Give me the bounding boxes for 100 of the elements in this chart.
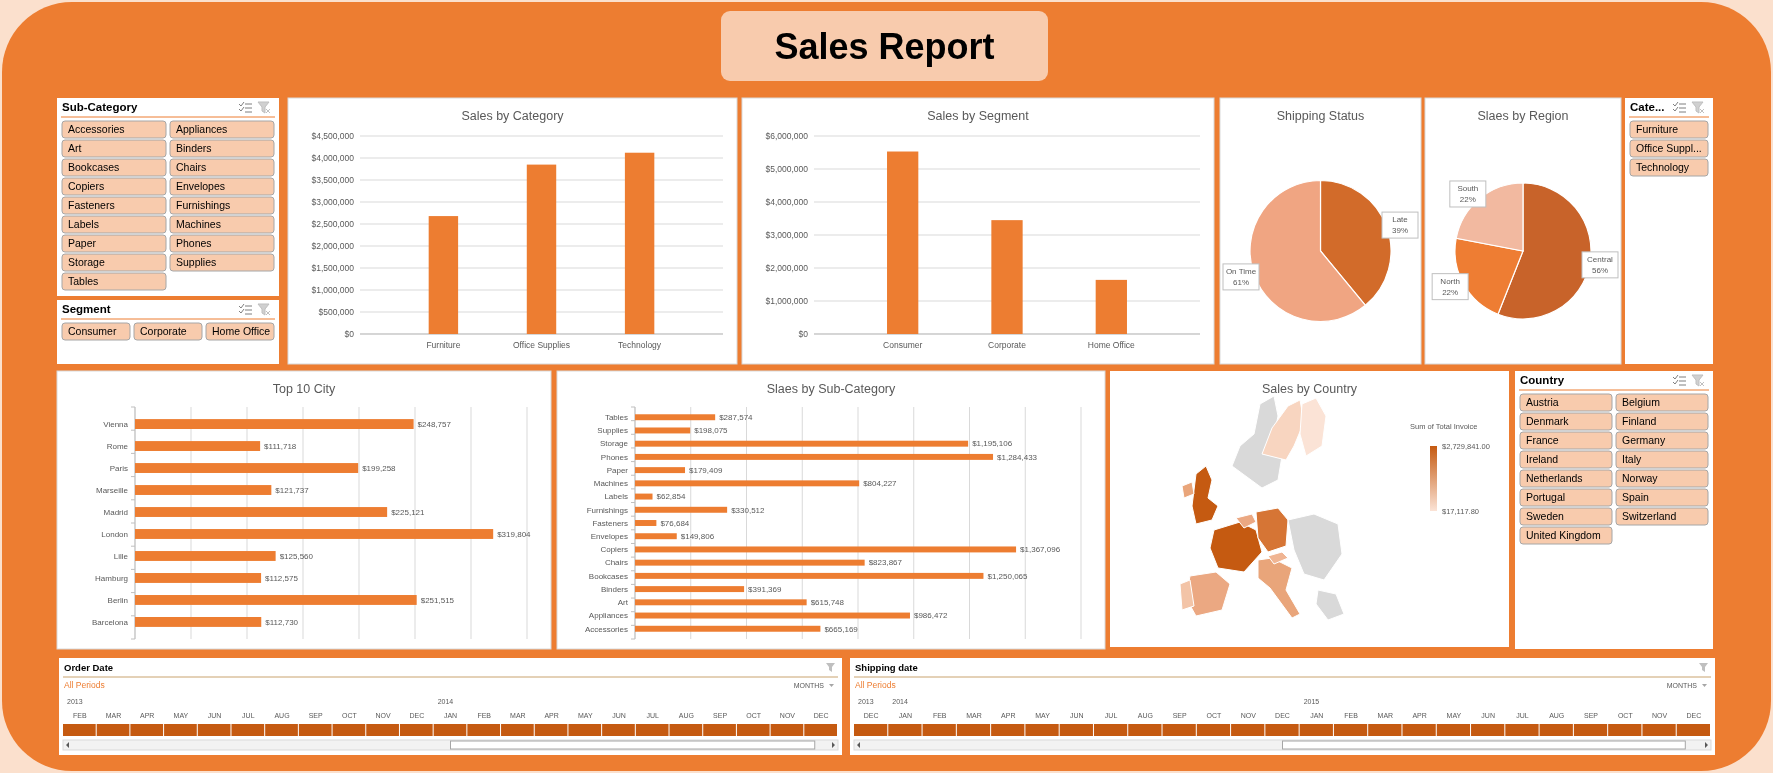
text: Shipping date bbox=[855, 662, 918, 673]
bar bbox=[635, 440, 969, 447]
slice-label: North bbox=[1440, 276, 1460, 286]
y-tick-label: Envelopes bbox=[590, 532, 628, 542]
text: Germany bbox=[1622, 434, 1666, 447]
text: Machines bbox=[176, 218, 221, 231]
data-label: $179,409 bbox=[689, 465, 723, 475]
data-label: $1,284,433 bbox=[997, 452, 1038, 462]
bar bbox=[135, 573, 262, 583]
text: Binders bbox=[176, 142, 212, 155]
y-tick-label: Appliances bbox=[588, 611, 628, 621]
bar bbox=[635, 559, 865, 566]
data-label: $319,804 bbox=[497, 529, 532, 539]
y-tick-label: Furnishings bbox=[586, 505, 628, 515]
y-tick-label: $3,000,000 bbox=[311, 196, 355, 207]
data-label: $111,718 bbox=[264, 441, 297, 451]
data-label: $251,515 bbox=[420, 595, 455, 605]
bar bbox=[635, 520, 657, 526]
bar bbox=[635, 572, 984, 579]
y-tick-label: $0 bbox=[344, 328, 355, 339]
bar bbox=[135, 595, 417, 605]
data-label: $665,169 bbox=[824, 624, 859, 634]
bar bbox=[526, 164, 557, 334]
y-tick-label: Paper bbox=[606, 465, 629, 475]
bar bbox=[887, 151, 919, 334]
text: Office Suppl... bbox=[1636, 142, 1702, 155]
y-tick-label: Chairs bbox=[604, 558, 628, 568]
chart-title: Sales by Segment bbox=[927, 109, 1030, 123]
data-label: $1,195,106 bbox=[972, 439, 1013, 449]
y-tick-label: Rome bbox=[106, 441, 129, 451]
text: Country bbox=[1520, 374, 1565, 386]
data-label: $1,367,096 bbox=[1020, 545, 1061, 555]
y-tick-label: Hamburg bbox=[95, 573, 128, 583]
text: Labels bbox=[68, 218, 99, 231]
y-tick-label: $6,000,000 bbox=[765, 130, 809, 141]
bar bbox=[635, 586, 745, 593]
data-label: $330,512 bbox=[731, 505, 766, 515]
data-label: 39% bbox=[1391, 226, 1409, 236]
y-tick-label: $3,000,000 bbox=[765, 229, 809, 240]
bar bbox=[635, 467, 686, 474]
data-label: $76,684 bbox=[660, 518, 690, 528]
slice-label: On Time bbox=[1225, 266, 1257, 276]
bar bbox=[635, 533, 677, 540]
text: Chairs bbox=[176, 161, 207, 174]
bar bbox=[624, 152, 655, 334]
text: Tables bbox=[68, 275, 99, 288]
data-label: $199,258 bbox=[362, 463, 397, 473]
text: Sales by Country bbox=[1261, 382, 1358, 396]
data-label: $287,574 bbox=[719, 413, 754, 423]
chart-title: Slaes by Sub-Category bbox=[766, 382, 897, 396]
data-label: $112,575 bbox=[265, 573, 299, 583]
data-label: $986,472 bbox=[913, 611, 948, 621]
y-tick-label: $4,000,000 bbox=[311, 152, 355, 163]
text: Storage bbox=[68, 256, 105, 269]
y-tick-label: Vienna bbox=[103, 419, 129, 429]
x-tick-label: Furniture bbox=[426, 340, 461, 350]
bar bbox=[635, 480, 860, 487]
text: Belgium bbox=[1622, 396, 1661, 409]
data-label: $121,737 bbox=[275, 485, 310, 495]
data-label: $225,121 bbox=[391, 507, 426, 517]
bar bbox=[1095, 279, 1127, 334]
y-tick-label: $1,000,000 bbox=[765, 295, 809, 306]
y-tick-label: Copiers bbox=[600, 545, 628, 555]
data-label: 22% bbox=[1442, 287, 1459, 297]
text: Cate... bbox=[1630, 101, 1665, 113]
y-tick-label: Bookcases bbox=[588, 571, 628, 581]
bar bbox=[635, 493, 653, 500]
y-tick-label: Paris bbox=[109, 463, 128, 473]
y-tick-label: $2,500,000 bbox=[311, 218, 355, 229]
text: Copiers bbox=[68, 180, 105, 193]
text: Segment bbox=[62, 303, 111, 315]
text: Bookcases bbox=[68, 161, 120, 174]
text: All Periods bbox=[855, 680, 896, 690]
y-tick-label: Marseille bbox=[95, 485, 129, 495]
bar bbox=[635, 427, 691, 434]
bar bbox=[635, 612, 910, 619]
bar bbox=[635, 414, 716, 421]
y-tick-label: Berlin bbox=[107, 595, 128, 605]
y-tick-label: Madrid bbox=[103, 507, 128, 517]
y-tick-label: $2,000,000 bbox=[765, 262, 809, 273]
y-tick-label: Supplies bbox=[597, 426, 628, 436]
x-tick-label: Office Supplies bbox=[512, 340, 571, 350]
text: Sub-Category bbox=[62, 101, 138, 113]
bar bbox=[635, 506, 728, 513]
text: Furniture bbox=[1636, 123, 1679, 136]
x-tick-label: Corporate bbox=[988, 340, 1027, 350]
y-tick-label: Storage bbox=[599, 439, 629, 449]
text: Italy bbox=[1622, 453, 1643, 466]
text: Netherlands bbox=[1526, 472, 1583, 485]
bar bbox=[635, 625, 821, 632]
text: Appliances bbox=[176, 123, 228, 136]
y-tick-label: Tables bbox=[604, 413, 628, 423]
data-label: $62,854 bbox=[656, 492, 686, 502]
y-tick-label: Phones bbox=[600, 452, 628, 462]
y-tick-label: Binders bbox=[600, 584, 628, 594]
y-tick-label: $0 bbox=[798, 328, 809, 339]
y-tick-label: Lille bbox=[113, 551, 129, 561]
text: Phones bbox=[176, 237, 212, 250]
bar bbox=[135, 485, 272, 495]
y-tick-label: Barcelona bbox=[91, 617, 129, 627]
